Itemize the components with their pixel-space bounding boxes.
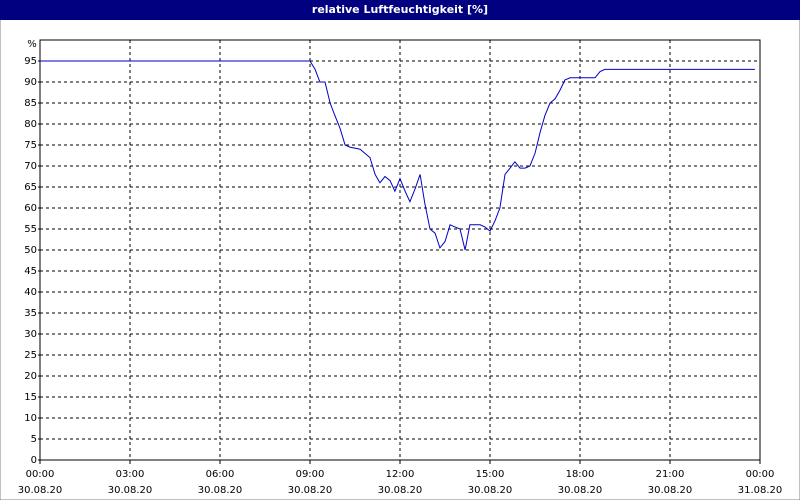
x-tick-label: 00:00 [746,469,775,480]
x-tick-date: 30.08.20 [378,485,423,496]
x-tick-label: 21:00 [656,469,685,480]
y-tick-label: 15 [24,392,37,403]
y-tick-label: 80 [24,119,37,130]
y-tick-label: 70 [24,161,37,172]
y-tick-label: 25 [24,350,37,361]
y-tick-label: 55 [24,224,37,235]
x-tick-date: 31.08.20 [738,485,783,496]
y-unit: % [27,39,37,50]
x-tick-label: 03:00 [116,469,145,480]
x-tick-date: 30.08.20 [648,485,693,496]
x-tick-label: 12:00 [386,469,415,480]
y-tick-label: 50 [24,245,37,256]
y-tick-label: 0 [31,455,37,466]
title-bar [0,0,800,20]
y-tick-label: 5 [31,434,37,445]
x-tick-date: 30.08.20 [288,485,333,496]
x-tick-date: 30.08.20 [468,485,513,496]
y-tick-label: 85 [24,98,37,109]
x-tick-date: 30.08.20 [18,485,63,496]
y-tick-label: 90 [24,77,37,88]
y-tick-label: 30 [24,329,37,340]
y-tick-label: 65 [24,182,37,193]
x-tick-label: 18:00 [566,469,595,480]
x-tick-date: 30.08.20 [558,485,603,496]
y-tick-label: 45 [24,266,37,277]
x-tick-label: 09:00 [296,469,325,480]
x-tick-label: 00:00 [26,469,55,480]
chart-title: relative Luftfeuchtigkeit [%] [312,3,488,16]
data-line [40,60,755,251]
x-tick-label: 06:00 [206,469,235,480]
y-tick-label: 35 [24,308,37,319]
x-tick-date: 30.08.20 [108,485,153,496]
y-tick-label: 20 [24,371,37,382]
y-tick-label: 40 [24,287,37,298]
y-tick-label: 10 [24,413,37,424]
x-tick-date: 30.08.20 [198,485,243,496]
y-tick-label: 95 [24,56,37,67]
y-tick-label: 75 [24,140,37,151]
y-tick-label: 60 [24,203,37,214]
x-tick-label: 15:00 [476,469,505,480]
